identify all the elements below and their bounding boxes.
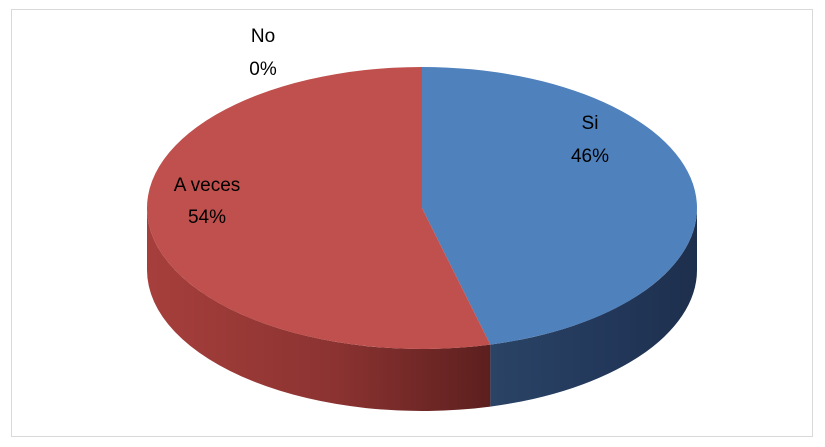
pie-side-a-veces [147, 208, 491, 411]
label-a-veces-percent: 54% [188, 207, 226, 228]
pie-side-si [490, 208, 697, 407]
label-a-veces-name: A veces [174, 175, 241, 196]
label-si-name: Si [582, 113, 599, 134]
label-no-percent: 0% [249, 59, 277, 80]
label-si-percent: 46% [571, 146, 609, 167]
pie-slice-a-veces [146, 67, 491, 350]
label-no-name: No [251, 26, 275, 47]
pie-slice-si [422, 67, 697, 345]
